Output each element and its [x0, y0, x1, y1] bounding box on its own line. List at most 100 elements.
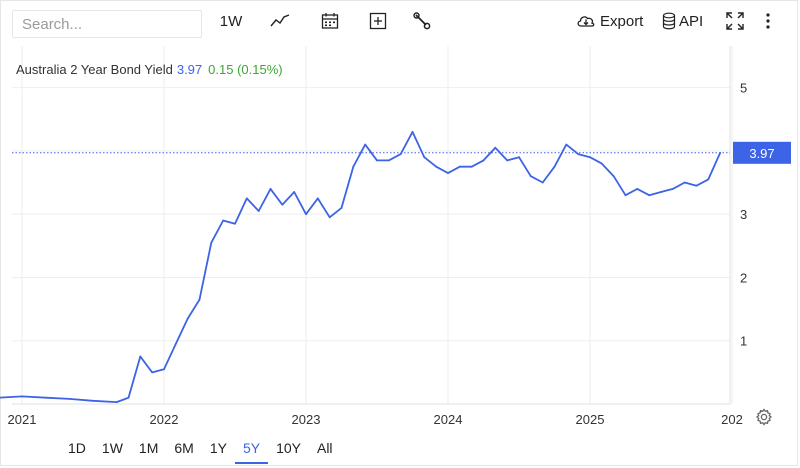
data-point [163, 368, 165, 371]
data-point [127, 396, 130, 399]
data-point [139, 355, 142, 358]
data-point [411, 131, 414, 133]
data-point [671, 188, 674, 190]
data-point [577, 153, 580, 156]
series-line[interactable] [0, 130, 722, 404]
data-point [423, 156, 426, 159]
export-button[interactable]: Export [576, 8, 646, 34]
data-point [624, 194, 627, 197]
range-10y[interactable]: 10Y [276, 440, 301, 456]
toolbar: 1W Export API [0, 0, 800, 42]
data-point [447, 172, 449, 175]
data-point [316, 197, 319, 200]
api-label: API [679, 12, 704, 30]
more-options-button[interactable] [760, 8, 776, 34]
y-tick-label: 3 [740, 207, 747, 222]
data-point [648, 194, 651, 197]
x-tick-label: 2023 [292, 412, 321, 427]
data-point [529, 175, 532, 178]
data-point [234, 222, 236, 225]
search-input[interactable] [12, 10, 202, 38]
data-point [352, 165, 355, 168]
data-point [435, 165, 438, 168]
data-point [44, 396, 47, 399]
data-point [328, 216, 331, 219]
x-tick-label: 202 [721, 412, 743, 427]
data-point [245, 197, 248, 200]
data-point [458, 165, 461, 168]
range-1m[interactable]: 1M [138, 440, 159, 456]
data-point [387, 159, 390, 162]
data-point [198, 298, 201, 301]
data-point [364, 143, 367, 146]
settings-tools-button[interactable] [410, 8, 434, 34]
data-point [222, 219, 225, 222]
data-point [92, 399, 94, 402]
data-point [541, 181, 544, 184]
range-6m[interactable]: 6M [174, 440, 194, 456]
database-icon [662, 12, 676, 30]
data-point [269, 188, 272, 190]
data-point [115, 401, 118, 403]
api-button[interactable]: API [662, 8, 706, 34]
interval-selector[interactable]: 1W [216, 8, 246, 34]
data-point [506, 159, 509, 162]
export-label: Export [600, 12, 644, 30]
data-point [151, 371, 154, 374]
chart-title: Australia 2 Year Bond Yield [16, 62, 173, 77]
data-point [210, 241, 213, 244]
x-tick-label: 2022 [150, 412, 179, 427]
data-point [293, 191, 296, 193]
range-1w[interactable]: 1W [101, 440, 123, 456]
data-point [553, 165, 556, 168]
data-point [174, 343, 177, 345]
cloud-download-icon [576, 13, 596, 29]
add-box-icon [369, 12, 387, 30]
data-point [470, 165, 473, 168]
data-point [636, 188, 639, 190]
x-tick-label: 2025 [576, 412, 605, 427]
date-range-button[interactable] [318, 8, 342, 34]
range-all[interactable]: All [316, 440, 333, 456]
wrench-icon [413, 12, 431, 30]
data-point [589, 156, 591, 159]
data-point [376, 159, 378, 162]
interval-label: 1W [219, 12, 243, 30]
time-range-selector: 1D 1W 1M 6M 1Y 5Y 10Y All [60, 436, 341, 464]
y-tick-label: 2 [740, 270, 747, 285]
data-point [612, 175, 615, 178]
data-point [518, 156, 520, 159]
data-point [399, 153, 402, 156]
data-point [68, 398, 71, 400]
data-point [600, 162, 603, 165]
data-point [257, 210, 260, 212]
range-1y[interactable]: 1Y [209, 440, 227, 456]
chart-type-button[interactable] [266, 8, 294, 34]
range-5y[interactable]: 5Y [234, 436, 269, 464]
change-value: 0.15 (0.15%) [208, 62, 283, 77]
data-point [21, 395, 23, 398]
data-point [494, 146, 497, 149]
last-value-tag [733, 141, 791, 164]
data-point [305, 213, 307, 216]
chart-canvas[interactable]: 12345202120222023202420252023.97 [0, 0, 800, 436]
range-1d[interactable]: 1D [68, 440, 86, 456]
chart-settings-button[interactable] [755, 408, 773, 426]
line-chart-icon [270, 14, 290, 28]
data-point [281, 203, 284, 206]
data-point [482, 159, 485, 162]
gear-icon [755, 408, 773, 430]
data-point [707, 178, 710, 181]
chart-legend: Australia 2 Year Bond Yield 3.97 0.15 (0.1… [16, 62, 283, 77]
compare-button[interactable] [366, 8, 390, 34]
y-tick-label: 1 [740, 334, 747, 349]
data-point [186, 317, 189, 320]
x-tick-label: 2024 [434, 412, 463, 427]
data-point [565, 143, 568, 146]
last-value: 3.97 [176, 62, 203, 77]
x-tick-label: 2021 [8, 412, 37, 427]
data-point [340, 207, 343, 209]
data-point [683, 181, 686, 184]
fullscreen-button[interactable] [724, 8, 746, 34]
